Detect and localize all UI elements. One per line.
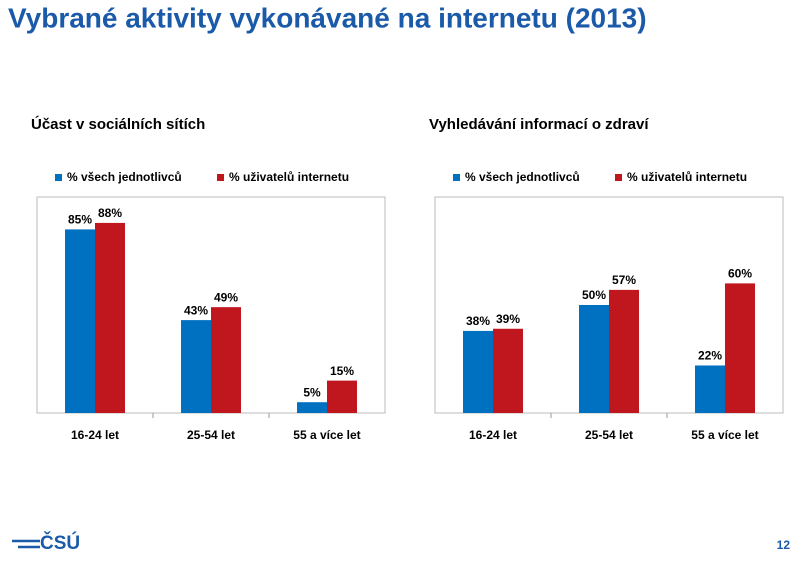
x-tick-label: 55 a více let [293,428,360,442]
legend-label: % všech jednotlivců [465,170,580,184]
value-label: 22% [698,349,722,363]
x-tick-label: 55 a více let [691,428,758,442]
bar [463,330,493,413]
bar [65,229,95,413]
bar [211,307,241,413]
value-label: 60% [728,267,752,281]
bar [297,402,327,413]
value-label: 39% [496,312,520,326]
value-label: 15% [330,364,354,378]
bar [493,328,523,413]
bar [695,365,725,413]
value-label: 88% [98,206,122,220]
bar [609,289,639,413]
bar [327,380,357,413]
legend-swatch [615,174,622,181]
x-tick-label: 16-24 let [469,428,517,442]
legend-label: % uživatelů internetu [627,170,747,184]
legend-swatch [55,174,62,181]
legend-swatch [453,174,460,181]
legend-swatch [217,174,224,181]
value-label: 43% [184,303,208,317]
bar [579,305,609,413]
logo-text: ČSÚ [40,532,80,554]
bar [725,283,755,413]
page-number: 12 [777,538,791,552]
legend-label: % všech jednotlivců [67,170,182,184]
value-label: 57% [612,273,636,287]
value-label: 85% [68,213,92,227]
bar [95,222,125,413]
x-tick-label: 25-54 let [187,428,235,442]
value-label: 50% [582,288,606,302]
value-label: 49% [214,290,238,304]
x-tick-label: 16-24 let [71,428,119,442]
value-label: 5% [303,385,321,399]
slide-title: Vybrané aktivity vykonávané na internetu… [8,2,647,33]
bar [181,320,211,413]
chart-title: Účast v sociálních sítích [31,115,205,133]
x-tick-label: 25-54 let [585,428,633,442]
legend-label: % uživatelů internetu [229,170,349,184]
chart-title: Vyhledávání informací o zdraví [429,116,649,133]
logo: ČSÚ [12,532,80,554]
value-label: 38% [466,314,490,328]
